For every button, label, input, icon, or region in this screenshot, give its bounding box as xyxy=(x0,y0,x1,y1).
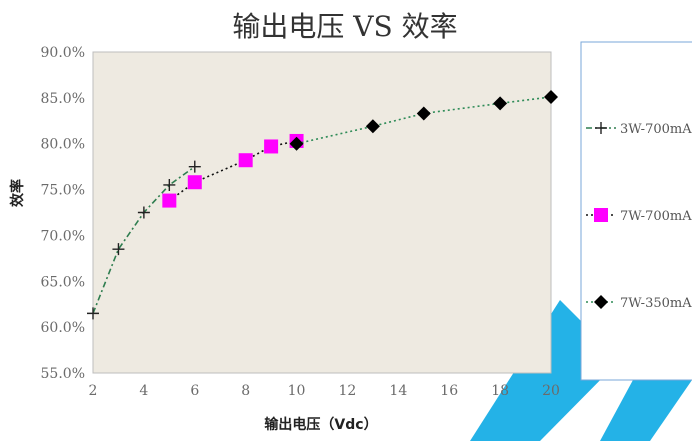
y-tick-label: 90.0% xyxy=(41,45,85,61)
legend-label: 7W-700mA xyxy=(620,209,692,224)
x-tick-label: 4 xyxy=(139,383,148,399)
legend: 3W-700mA 7W-700mA 7W-350mA xyxy=(580,41,692,381)
data-point xyxy=(264,139,279,154)
data-point xyxy=(162,193,177,208)
data-point xyxy=(289,136,304,151)
x-tick-label: 10 xyxy=(288,383,306,399)
data-point xyxy=(416,106,431,121)
x-axis-label: 输出电压（Vdc） xyxy=(264,416,377,433)
data-point xyxy=(544,89,558,104)
legend-marker xyxy=(594,295,608,309)
series-layer xyxy=(87,89,558,320)
y-axis-label: 效率 xyxy=(9,179,26,207)
y-tick-label: 85.0% xyxy=(41,91,85,107)
y-tick-label: 70.0% xyxy=(41,228,85,244)
x-tick-label: 18 xyxy=(491,383,509,399)
series-7W-350mA xyxy=(289,89,558,151)
x-tick-label: 6 xyxy=(190,383,199,399)
data-point xyxy=(493,96,508,111)
x-tick-label: 12 xyxy=(339,383,357,399)
chart-title: 输出电压 VS 效率 xyxy=(232,10,457,43)
legend-label: 7W-350mA xyxy=(620,296,692,311)
x-tick-label: 2 xyxy=(89,383,98,399)
x-tick-label: 16 xyxy=(440,383,458,399)
y-tick-label: 75.0% xyxy=(41,183,85,199)
y-tick-label: 55.0% xyxy=(41,366,85,382)
data-point xyxy=(87,307,99,320)
data-point xyxy=(137,206,150,219)
x-axis-ticks: 2 4 6 8 10 12 14 16 18 20 xyxy=(89,383,560,399)
data-point xyxy=(187,175,202,190)
data-point xyxy=(112,243,125,256)
y-tick-label: 60.0% xyxy=(41,320,85,336)
plot-area xyxy=(92,51,552,374)
data-point xyxy=(365,119,380,134)
x-tick-label: 20 xyxy=(542,383,560,399)
legend-marker xyxy=(594,208,608,222)
legend-marker xyxy=(595,122,607,134)
x-tick-label: 8 xyxy=(241,383,250,399)
legend-label: 3W-700mA xyxy=(620,122,692,137)
legend-item: 3W-700mA xyxy=(586,122,692,137)
x-tick-label: 14 xyxy=(389,383,407,399)
y-tick-label: 80.0% xyxy=(41,137,85,153)
y-axis-ticks: 55.0% 60.0% 65.0% 70.0% 75.0% 80.0% 85.0% 90.0% xyxy=(41,45,85,382)
series-3W-700mA xyxy=(87,160,201,320)
legend-item: 7W-350mA xyxy=(586,295,692,311)
series-7W-700mA xyxy=(162,133,304,208)
data-point xyxy=(188,160,201,173)
data-point xyxy=(163,178,176,191)
legend-item: 7W-700mA xyxy=(586,208,692,224)
data-point xyxy=(238,153,253,168)
y-tick-label: 65.0% xyxy=(41,274,85,290)
